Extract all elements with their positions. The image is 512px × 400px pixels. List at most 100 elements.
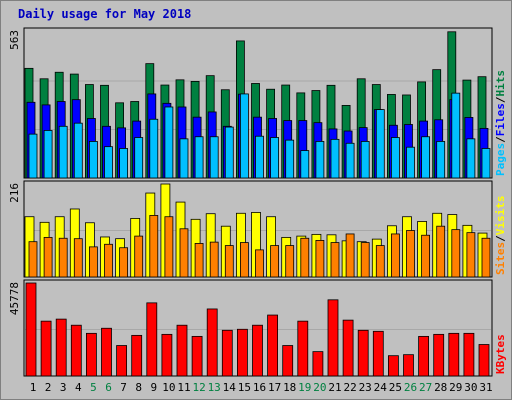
kbytes-bar-8: [131, 334, 143, 377]
sites-bar-25: [390, 233, 400, 278]
pages-bar-1: [28, 133, 38, 179]
kbytes-bar-16: [252, 324, 263, 377]
pages-bar-2: [43, 130, 53, 179]
kbytes-bar-17: [267, 314, 279, 377]
pages-bar-17: [270, 137, 280, 179]
x-tick-label-2: 2: [45, 381, 52, 394]
sites-bar-22: [345, 233, 355, 278]
pages-bar-11: [179, 138, 189, 179]
pages-bar-27: [421, 136, 431, 179]
sites-bar-10: [164, 216, 174, 278]
kbytes-bar-15: [236, 328, 248, 377]
x-tick-label-26: 26: [404, 381, 417, 394]
x-tick-label-28: 28: [434, 381, 447, 394]
x-tick-label-7: 7: [120, 381, 127, 394]
pages-bar-18: [285, 139, 295, 179]
x-tick-label-20: 20: [313, 381, 326, 394]
x-tick-label-25: 25: [389, 381, 402, 394]
kbytes-bar-14: [221, 329, 233, 377]
kbytes-bar-20: [312, 351, 324, 377]
kbytes-bar-4: [70, 324, 82, 377]
pages-bar-8: [134, 137, 144, 179]
x-tick-label-6: 6: [105, 381, 112, 394]
sites-bar-14: [224, 245, 234, 278]
hits-ymax-label: 563: [8, 30, 21, 50]
x-tick-label-1: 1: [30, 381, 37, 394]
sites-bar-26: [406, 230, 415, 278]
kbytes-bar-6: [101, 327, 112, 377]
sites-bar-29: [451, 229, 461, 278]
kbytes-bar-30: [463, 332, 475, 377]
sites-bar-27: [421, 234, 431, 278]
kbytes-bar-19: [297, 320, 309, 377]
pages-bar-30: [466, 138, 476, 179]
kbytes-bar-5: [86, 332, 97, 377]
kbytes-bar-29: [448, 332, 460, 377]
kbytes-bar-24: [372, 330, 384, 377]
pages-bar-12: [194, 136, 204, 179]
x-tick-label-16: 16: [253, 381, 266, 394]
pages-bar-4: [73, 122, 83, 179]
pages-bar-10: [164, 106, 174, 179]
x-tick-label-30: 30: [464, 381, 477, 394]
pages-bar-14: [224, 126, 234, 179]
kbytes-bar-23: [357, 329, 369, 377]
kbytes-bar-27: [418, 335, 430, 377]
sites-bar-28: [436, 225, 446, 278]
kbytes-bar-21: [327, 299, 339, 377]
kbytes-bar-2: [40, 320, 52, 377]
sites-bar-4: [73, 238, 83, 278]
kbytes-bar-26: [403, 354, 414, 377]
kbytes-bar-7: [116, 345, 127, 377]
kbytes-bar-22: [342, 319, 354, 377]
pages-bar-3: [58, 125, 68, 179]
x-tick-label-5: 5: [90, 381, 97, 394]
sites-bar-13: [209, 241, 219, 278]
pages-bar-25: [390, 137, 400, 179]
pages-bar-26: [406, 146, 415, 179]
pages-bar-5: [89, 141, 98, 179]
sites-bar-23: [360, 242, 370, 278]
x-tick-label-19: 19: [298, 381, 311, 394]
kbytes-bar-11: [176, 324, 188, 377]
sites-bar-15: [239, 242, 249, 278]
kbytes-bar-10: [161, 333, 173, 377]
pages-bar-6: [104, 146, 113, 179]
sites-bar-11: [179, 228, 189, 278]
x-tick-label-29: 29: [449, 381, 462, 394]
sites-bar-9: [149, 215, 159, 278]
pages-bar-28: [436, 141, 446, 179]
x-tick-label-3: 3: [60, 381, 67, 394]
pages-bar-20: [315, 141, 325, 179]
kbytes-legend: KBytes: [494, 334, 507, 374]
x-tick-label-15: 15: [238, 381, 251, 394]
x-tick-label-17: 17: [268, 381, 281, 394]
x-tick-label-24: 24: [374, 381, 388, 394]
pages-bar-16: [255, 135, 264, 179]
sites-bar-2: [43, 236, 53, 278]
sites-bar-17: [270, 245, 280, 278]
x-tick-label-10: 10: [162, 381, 175, 394]
x-tick-label-31: 31: [479, 381, 492, 394]
x-tick-label-13: 13: [208, 381, 221, 394]
sites-bar-1: [28, 241, 38, 278]
sites-bar-18: [285, 245, 295, 278]
kbytes-bar-12: [191, 335, 203, 377]
kbytes-ymax-label: 45778: [8, 282, 21, 315]
x-tick-label-12: 12: [192, 381, 205, 394]
kbytes-bar-28: [433, 333, 445, 377]
sites-bar-24: [375, 245, 385, 278]
pages-bar-24: [375, 109, 385, 179]
chart-title: Daily usage for May 2018: [18, 7, 192, 21]
pages-bar-15: [239, 93, 249, 179]
x-tick-label-18: 18: [283, 381, 296, 394]
sites-bar-7: [119, 247, 128, 278]
x-tick-label-22: 22: [343, 381, 356, 394]
pages-bar-13: [209, 136, 219, 179]
sites-bar-12: [194, 243, 204, 278]
visits-ymax-label: 216: [8, 183, 21, 203]
sites-bar-19: [300, 237, 310, 278]
sites-bar-31: [481, 237, 491, 278]
x-tick-label-27: 27: [419, 381, 432, 394]
